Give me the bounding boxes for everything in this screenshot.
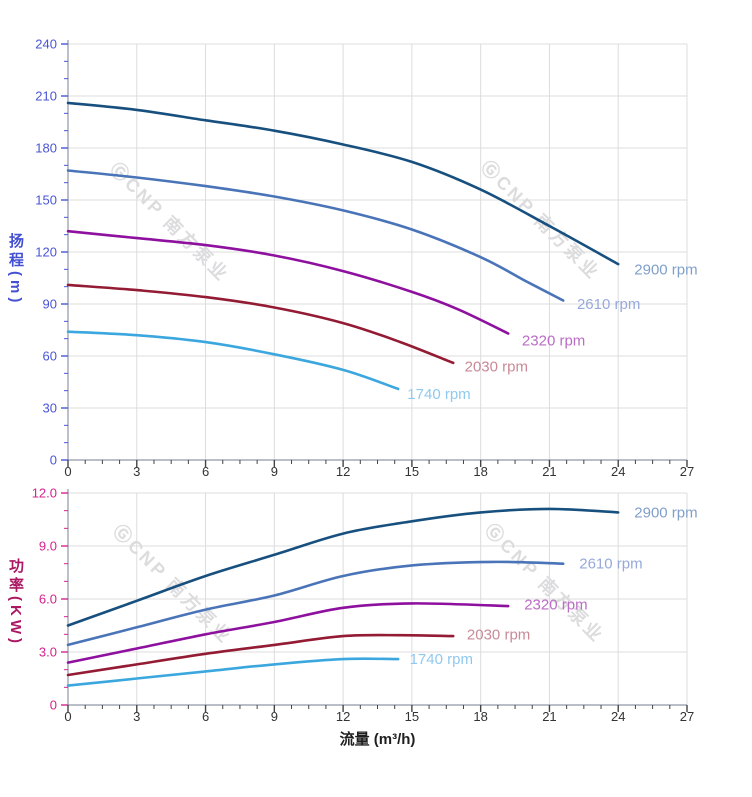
y-tick-label: 0 [50,453,57,468]
y-tick-label: 120 [35,245,57,260]
x-tick-label: 15 [405,709,419,724]
x-tick-label: 24 [611,464,625,479]
x-tick-label: 12 [336,464,350,479]
y-tick-label: 240 [35,37,57,52]
x-tick-label: 18 [473,709,487,724]
x-tick-label: 6 [202,709,209,724]
power-curve-label-2900: 2900 rpm [634,504,697,521]
power-curve-2610 [66,560,565,647]
y-tick-label: 3.0 [39,645,57,660]
y-tick-label: 30 [43,401,57,416]
head-curve-label-2320: 2320 rpm [522,332,585,349]
y-tick-label: 90 [43,297,57,312]
x-tick-label: 12 [336,709,350,724]
x-tick-label: 27 [680,464,694,479]
power-curve-label-2610: 2610 rpm [579,556,642,573]
head-curve-1740 [66,330,400,391]
head-curve-label-2610: 2610 rpm [577,296,640,313]
y-tick-label: 150 [35,193,57,208]
power-curve-label-1740: 1740 rpm [410,651,473,668]
power-curve-label-2030: 2030 rpm [467,626,530,643]
head-curve-label-2030: 2030 rpm [465,358,528,375]
head-axis-title: 扬程(m) [7,233,24,307]
head-curve-label-2900: 2900 rpm [634,261,697,278]
x-tick-label: 6 [202,464,209,479]
x-tick-label: 27 [680,709,694,724]
x-tick-label: 24 [611,709,625,724]
power-curve-1740 [66,657,400,687]
power-axis-title: 功率(KW) [7,558,24,647]
y-tick-label: 9.0 [39,539,57,554]
x-tick-label: 15 [405,464,419,479]
x-tick-label: 3 [133,709,140,724]
x-tick-label: 9 [271,464,278,479]
head-curve-label-1740: 1740 rpm [407,386,470,403]
head-curve-2900 [66,101,620,266]
x-tick-label: 21 [542,464,556,479]
head-curve-2030 [66,283,455,365]
power-curve-label-2320: 2320 rpm [524,596,587,613]
power-curve-2030 [66,633,455,677]
y-tick-label: 6.0 [39,592,57,607]
x-tick-label: 9 [271,709,278,724]
y-tick-label: 12.0 [32,486,57,501]
power-curve-2900 [66,507,620,627]
x-tick-label: 0 [64,464,71,479]
x-tick-label: 0 [64,709,71,724]
head-curve-2320 [66,229,510,335]
power-curve-2320 [66,602,510,664]
x-tick-label: 21 [542,709,556,724]
flow-axis-title: 流量 (m³/h) [339,731,416,748]
y-tick-label: 0 [50,698,57,713]
head-curve-2610 [66,169,565,302]
y-tick-label: 210 [35,89,57,104]
x-tick-label: 3 [133,464,140,479]
y-tick-label: 60 [43,349,57,364]
x-tick-label: 18 [473,464,487,479]
y-tick-label: 180 [35,141,57,156]
